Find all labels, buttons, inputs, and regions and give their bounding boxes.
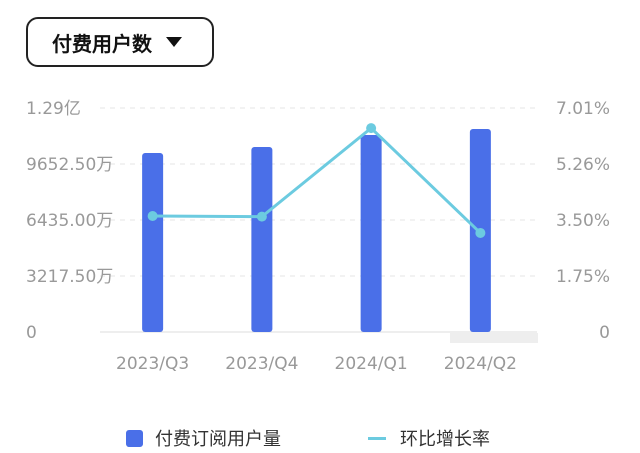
legend-bar-label: 付费订阅用户量 xyxy=(155,429,281,450)
legend-line-swatch xyxy=(368,436,386,440)
legend-line-label: 环比增长率 xyxy=(400,429,490,450)
line-point xyxy=(256,211,267,222)
left-tick-label: 9652.50万 xyxy=(26,155,113,175)
caret-down-icon xyxy=(166,37,182,47)
right-tick-label: 3.50% xyxy=(556,211,610,231)
right-tick-label: 1.75% xyxy=(556,267,610,287)
right-tick-label: 0 xyxy=(599,323,610,343)
line-point xyxy=(366,123,377,134)
x-tick-label: 2024/Q2 xyxy=(444,354,517,374)
x-tick-label: 2023/Q3 xyxy=(116,354,189,374)
line-point xyxy=(147,211,158,222)
right-tick-label: 7.01% xyxy=(556,99,610,119)
bar xyxy=(251,147,273,332)
bar xyxy=(360,134,382,332)
left-tick-label: 0 xyxy=(26,323,37,343)
right-tick-label: 5.26% xyxy=(556,155,610,175)
growth-line xyxy=(152,126,482,235)
legend-item-bar[interactable]: 付费订阅用户量 xyxy=(126,425,281,451)
bar xyxy=(142,152,164,332)
left-tick-label: 6435.00万 xyxy=(26,211,113,231)
legend-bar-swatch xyxy=(126,429,143,447)
x-tick-label: 2024/Q1 xyxy=(335,354,408,374)
x-tick-label: 2023/Q4 xyxy=(225,354,298,374)
scroll-indicator xyxy=(450,333,538,343)
line-point xyxy=(475,227,486,238)
dropdown-label: 付费用户数 xyxy=(52,31,152,56)
left-tick-label: 1.29亿 xyxy=(26,99,81,119)
left-tick-label: 3217.50万 xyxy=(26,267,113,287)
metric-dropdown[interactable]: 付费用户数 xyxy=(26,17,214,67)
legend-item-line[interactable]: 环比增长率 xyxy=(368,425,490,451)
